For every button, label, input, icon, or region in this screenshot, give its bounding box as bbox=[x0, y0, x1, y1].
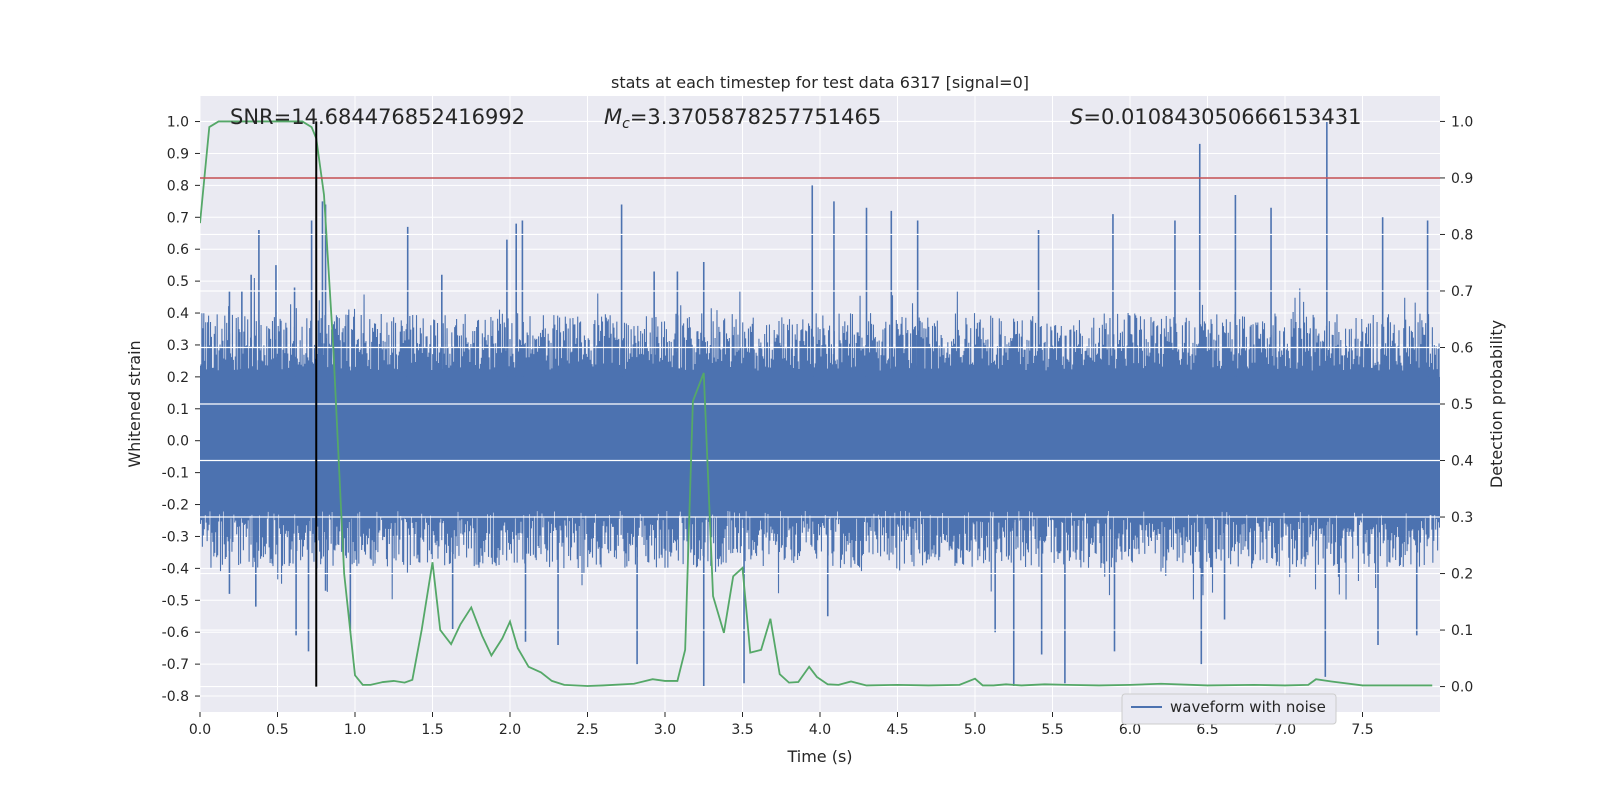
y-left-tick-label: 1.0 bbox=[167, 115, 189, 131]
y-left-axis-label: Whitened strain bbox=[125, 340, 144, 467]
chirp-mass-subscript: c bbox=[622, 116, 630, 132]
y-left-tick-label: 0.7 bbox=[167, 210, 189, 226]
y-right-tick-label: 0.0 bbox=[1451, 680, 1473, 696]
x-tick-label: 4.0 bbox=[809, 722, 831, 738]
legend-box bbox=[1121, 693, 1337, 725]
y-right-tick-label: 0.1 bbox=[1451, 623, 1473, 639]
x-tick-label: 1.5 bbox=[421, 722, 443, 738]
y-left-tick-label: 0.8 bbox=[167, 178, 189, 194]
y-left-tick-label: 0.5 bbox=[167, 274, 189, 290]
x-tick-label: 5.5 bbox=[1041, 722, 1063, 738]
y-left-tick-label: 0.3 bbox=[167, 338, 189, 354]
y-right-tick-label: 0.5 bbox=[1451, 397, 1473, 413]
y-left-tick-label: -0.7 bbox=[162, 657, 189, 673]
probability-line bbox=[200, 120, 1433, 687]
y-left-tick-label: -0.1 bbox=[162, 466, 189, 482]
y-right-tick-label: 1.0 bbox=[1451, 114, 1473, 130]
y-left-tick-label: 0.2 bbox=[167, 370, 189, 386]
y-right-tick-label: 0.3 bbox=[1451, 510, 1473, 526]
y-left-tick-label: -0.5 bbox=[162, 593, 189, 609]
y-right-tick-label: 0.7 bbox=[1451, 284, 1473, 300]
y-right-tick-label: 0.6 bbox=[1451, 340, 1473, 356]
y-left-tick-label: -0.6 bbox=[162, 625, 189, 641]
x-tick-label: 0.0 bbox=[189, 722, 211, 738]
chart-title: stats at each timestep for test data 631… bbox=[611, 73, 1029, 92]
snr-annotation: SNR=14.684476852416992 bbox=[230, 105, 525, 129]
y-left-tick-label: 0.1 bbox=[167, 402, 189, 418]
x-tick-label: 7.5 bbox=[1351, 722, 1373, 738]
waveform-core bbox=[200, 376, 1440, 505]
y-right-tick-label: 0.8 bbox=[1451, 227, 1473, 243]
axis-ticks: 0.0 0.5 1.0 1.5 2.0 2.5 3.0 3.5 4.0 4.5 5.0 5.5 6.0 6… bbox=[162, 114, 1474, 738]
y-left-tick-label: -0.3 bbox=[162, 529, 189, 545]
x-tick-label: 2.0 bbox=[499, 722, 521, 738]
y-left-tick-label: 0.9 bbox=[167, 146, 189, 162]
x-tick-label: 3.5 bbox=[731, 722, 753, 738]
s-annotation: S=0.010843050666153431 bbox=[1070, 105, 1361, 129]
legend-label: waveform with noise bbox=[1170, 698, 1326, 716]
y-right-tick-label: 0.2 bbox=[1451, 567, 1473, 583]
x-tick-label: 0.5 bbox=[266, 722, 288, 738]
x-tick-label: 5.0 bbox=[964, 722, 986, 738]
x-tick-label: 6.5 bbox=[1196, 722, 1218, 738]
x-tick-label: 7.0 bbox=[1274, 722, 1296, 738]
x-tick-label: 4.5 bbox=[886, 722, 908, 738]
chirp-mass-symbol: M bbox=[604, 105, 622, 129]
y-right-tick-label: 0.4 bbox=[1451, 454, 1473, 470]
chirp-mass-value: =3.3705878257751465 bbox=[630, 105, 881, 129]
x-tick-label: 1.0 bbox=[344, 722, 366, 738]
y-left-tick-label: 0.4 bbox=[167, 306, 189, 322]
y-left-tick-label: -0.2 bbox=[162, 498, 189, 514]
x-tick-label: 3.0 bbox=[654, 722, 676, 738]
s-symbol: S bbox=[1070, 105, 1083, 129]
x-axis-label: Time (s) bbox=[786, 747, 852, 766]
y-left-tick-label: -0.4 bbox=[162, 561, 189, 577]
s-value: =0.010843050666153431 bbox=[1083, 105, 1361, 129]
waveform-series bbox=[200, 121, 1440, 687]
chirp-mass-annotation: Mc=3.3705878257751465 bbox=[604, 105, 881, 132]
y-right-axis-label: Detection probability bbox=[1487, 320, 1506, 488]
x-tick-label: 2.5 bbox=[576, 722, 598, 738]
legend: waveform with noise bbox=[1121, 693, 1337, 725]
y-left-tick-label: -0.8 bbox=[162, 689, 189, 705]
x-tick-label: 6.0 bbox=[1119, 722, 1141, 738]
y-right-tick-label: 0.9 bbox=[1451, 171, 1473, 187]
y-left-tick-label: 0.6 bbox=[167, 242, 189, 258]
y-left-tick-label: 0.0 bbox=[167, 434, 189, 450]
